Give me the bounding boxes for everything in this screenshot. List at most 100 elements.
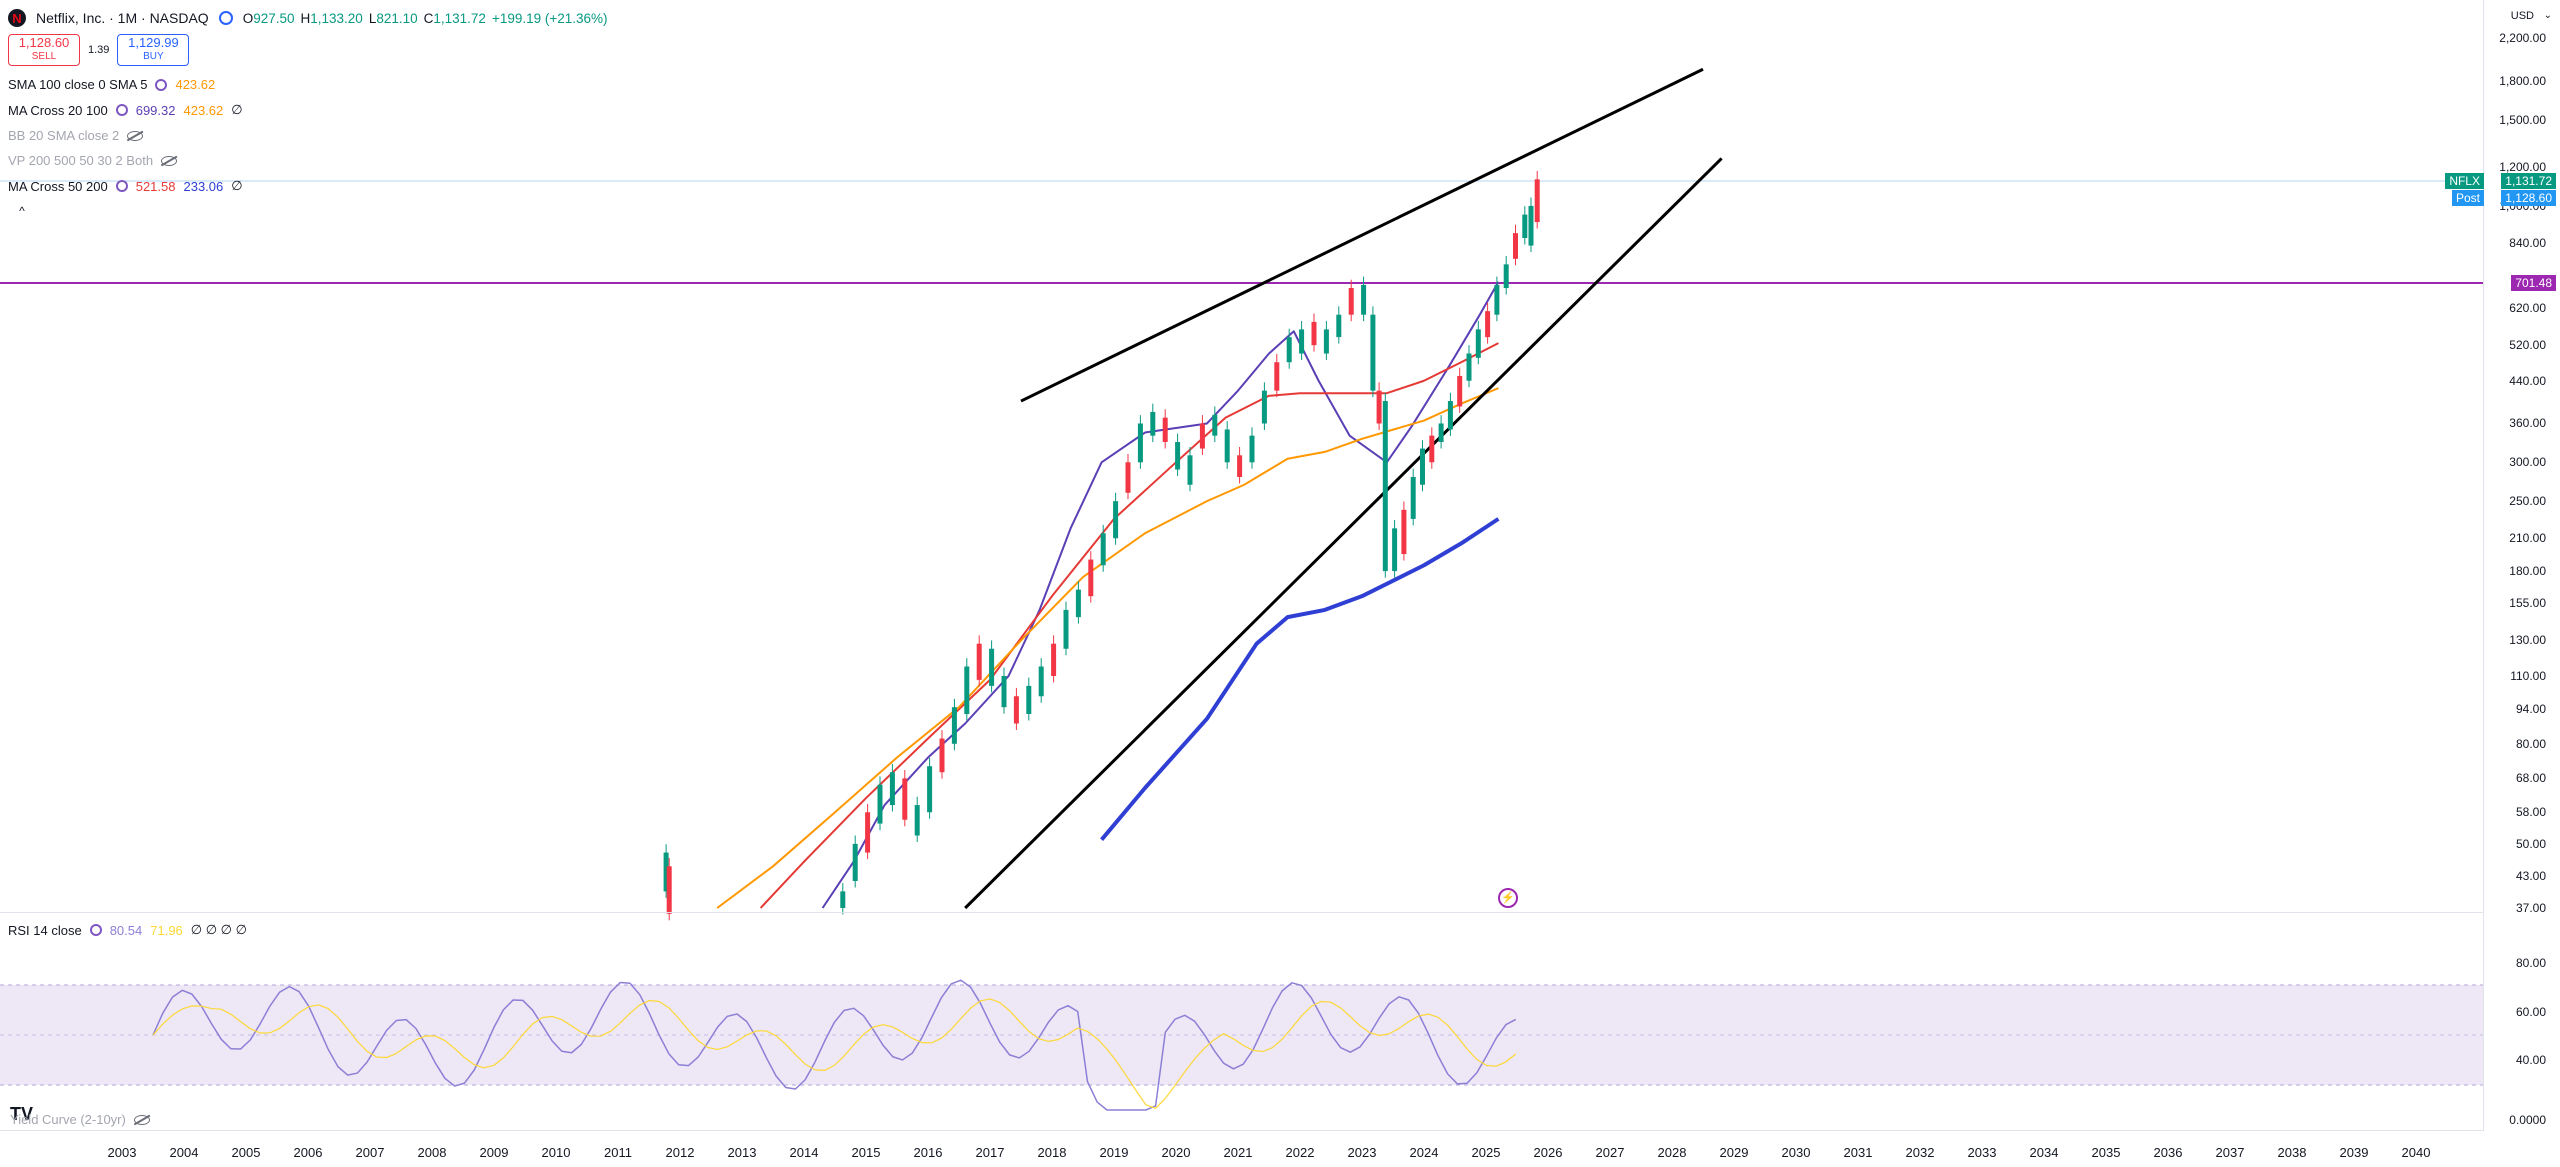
candle-body (1420, 448, 1425, 485)
ma-20-line (821, 281, 1500, 909)
time-tick-label: 2013 (727, 1145, 757, 1160)
candle-body (1522, 214, 1528, 239)
ma-100-line (716, 387, 1499, 909)
sell-button[interactable]: 1,128.60 SELL (8, 34, 80, 66)
indicator-bb[interactable]: BB 20 SMA close 2 (8, 128, 144, 143)
indicator-label: SMA 100 close 0 SMA 5 (8, 77, 148, 92)
candle-body (1001, 675, 1007, 708)
candle-body (1038, 666, 1044, 697)
collapse-legend-button[interactable]: ^ (19, 204, 25, 218)
time-tick-label: 2010 (541, 1145, 571, 1160)
rsi-tick-label: 40.00 (2515, 1053, 2546, 1067)
time-tick-label: 2034 (2029, 1145, 2059, 1160)
ohlc-key: O (242, 10, 254, 26)
eye-off-icon[interactable] (161, 155, 178, 166)
rsi-tick-label: 60.00 (2515, 1005, 2546, 1019)
candle-body (1475, 329, 1481, 358)
candle-body (1063, 609, 1069, 649)
candle-body (1100, 533, 1106, 566)
indicator-yield-curve[interactable]: Yield Curve (2-10yr) (10, 1112, 150, 1127)
candle-body (1429, 435, 1435, 463)
eye-off-icon[interactable] (133, 1114, 150, 1125)
ohlc-item: L821.10 (369, 11, 418, 26)
price-axis[interactable]: 2,200.001,800.001,500.001,200.001,000.00… (2483, 0, 2560, 1130)
time-tick-label: 2031 (1843, 1145, 1873, 1160)
symbol-header: N Netflix, Inc. · 1M · NASDAQ O927.50 H1,… (8, 6, 608, 30)
price-tick-label: 58.00 (2515, 805, 2546, 820)
time-tick-label: 2027 (1595, 1145, 1625, 1160)
time-tick-label: 2039 (2339, 1145, 2369, 1160)
candle-body (1410, 476, 1416, 519)
time-tick-label: 2019 (1099, 1145, 1129, 1160)
candle-body (976, 643, 982, 680)
indicator-value: ∅ (231, 178, 243, 193)
candle-body (1382, 401, 1388, 572)
eye-off-icon[interactable] (127, 130, 144, 141)
rsi-tick-label: 0.0000 (2509, 1113, 2546, 1127)
chevron-down-icon[interactable]: ⌄ (2543, 10, 2552, 21)
candle-body (663, 852, 669, 892)
rsi-tick-label: 80.00 (2515, 956, 2546, 970)
price-tick-label: 840.00 (2509, 236, 2546, 251)
flash-icon[interactable]: ⚡ (1498, 888, 1518, 908)
sell-label: SELL (31, 51, 57, 62)
time-axis[interactable]: 2003 2004 2005 2006 2007 2008 2009 2010 2011 2012… (0, 1130, 2484, 1167)
indicator-sma100[interactable]: SMA 100 close 0 SMA 5 423.62 (8, 77, 215, 92)
price-tick-label: 360.00 (2509, 416, 2546, 431)
time-tick-label: 2026 (1533, 1145, 1563, 1160)
price-tick-label: 520.00 (2509, 338, 2546, 353)
time-tick-label: 2006 (293, 1145, 323, 1160)
buy-label: BUY (143, 51, 164, 62)
indicator-ma-cross-50-200[interactable]: MA Cross 50 200 521.58 233.06 ∅ (8, 178, 243, 194)
indicator-rsi[interactable]: RSI 14 close 80.54 71.96 ∅ ∅ ∅ ∅ (8, 922, 247, 938)
ohlc-value: 927.50 (253, 10, 295, 26)
time-tick-label: 2011 (604, 1145, 632, 1160)
sell-price: 1,128.60 (18, 35, 70, 50)
ohlc-value: 1,131.72 (433, 10, 486, 26)
candle-body (1075, 589, 1081, 618)
price-tick-label: 250.00 (2509, 494, 2546, 509)
candle-body (1237, 455, 1243, 477)
indicator-value: 423.62 (175, 77, 216, 92)
symbol-title[interactable]: Netflix, Inc. · 1M · NASDAQ (36, 10, 209, 26)
ohlc-value: 1,133.20 (310, 10, 363, 26)
ohlc-key: H (300, 10, 311, 26)
settings-icon[interactable] (89, 924, 102, 936)
indicator-label: MA Cross 50 200 (8, 178, 108, 194)
settings-icon[interactable] (115, 104, 128, 116)
indicator-ma-cross-20-100[interactable]: MA Cross 20 100 699.32 423.62 ∅ (8, 102, 243, 118)
indicator-value: ∅ (231, 102, 243, 117)
time-tick-label: 2033 (1967, 1145, 1997, 1160)
candle-body (1485, 311, 1491, 338)
pane-divider[interactable] (0, 912, 2484, 913)
settings-icon[interactable] (155, 78, 168, 91)
settings-icon[interactable] (115, 180, 128, 192)
candle-body (1392, 528, 1398, 572)
candle-body (1513, 233, 1518, 259)
candle-body (1534, 179, 1540, 223)
market-closed-icon[interactable] (218, 11, 233, 25)
time-tick-label: 2035 (2091, 1145, 2121, 1160)
buy-button[interactable]: 1,129.99 BUY (117, 34, 190, 66)
indicator-label: RSI 14 close (8, 922, 82, 938)
candle-body (877, 784, 883, 824)
candle-body (951, 707, 957, 744)
indicator-vp[interactable]: VP 200 500 50 30 2 Both (8, 153, 178, 168)
indicator-value: ∅ ∅ ∅ ∅ (190, 922, 247, 937)
candle-body (1286, 337, 1292, 363)
price-tick-label: 37.00 (2515, 901, 2546, 915)
candle-body (1348, 288, 1354, 315)
ohlc-key: L (368, 10, 377, 26)
tradingview-logo-icon[interactable]: TV (10, 1104, 34, 1124)
time-tick-label: 2008 (417, 1145, 447, 1160)
indicator-label: BB 20 SMA close 2 (8, 128, 120, 143)
ohlc-value: +199.19 (+21.36%) (491, 10, 608, 26)
indicator-value: 521.58 (135, 178, 176, 194)
candle-body (1311, 321, 1317, 346)
candle-body (1299, 329, 1305, 354)
price-tick-label: 210.00 (2509, 531, 2546, 546)
currency-label[interactable]: USD (2510, 10, 2534, 22)
price-tick-label: 1,800.00 (2499, 73, 2546, 88)
time-tick-label: 2020 (1161, 1145, 1191, 1160)
